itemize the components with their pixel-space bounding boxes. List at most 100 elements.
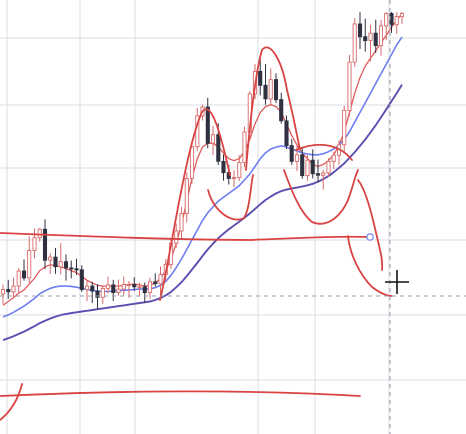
candle-body [79, 269, 84, 290]
candle-body [310, 159, 315, 175]
candle-body [142, 286, 147, 294]
candle-body [100, 287, 105, 298]
candle-body [373, 32, 378, 47]
candle [126, 281, 132, 298]
candle-body [179, 213, 184, 232]
drawing-annotations[interactable] [0, 46, 393, 421]
candle [105, 276, 111, 294]
candle [289, 138, 294, 165]
candle-body [378, 25, 384, 47]
candle-body [32, 237, 37, 251]
candle [69, 260, 74, 279]
candle-body [242, 131, 247, 163]
candle-body [84, 285, 90, 291]
candle-body [221, 160, 226, 174]
candle-body [399, 13, 405, 18]
candle [84, 281, 90, 302]
candle-body [315, 173, 321, 176]
left-trough-annotation [207, 174, 254, 221]
candle [394, 12, 399, 35]
candle-body [58, 261, 63, 268]
candle [237, 155, 242, 182]
candle [331, 151, 336, 170]
right-shoulder-annotation [295, 143, 353, 161]
candle [184, 172, 189, 223]
candle-body [16, 270, 21, 287]
candle-body [237, 162, 242, 179]
candle [357, 12, 363, 50]
candle [11, 277, 16, 297]
candle [42, 219, 48, 270]
candle [16, 267, 21, 293]
candle [384, 12, 389, 41]
candle [347, 54, 352, 117]
candle [147, 277, 153, 299]
candle [53, 247, 58, 274]
candle-body [11, 285, 16, 293]
candle-body [284, 120, 289, 147]
candle-body [216, 134, 221, 162]
candle [231, 170, 237, 188]
candle [48, 253, 53, 275]
candle [363, 18, 368, 52]
candle-body [268, 79, 273, 100]
candle [174, 223, 179, 248]
candle [378, 20, 384, 56]
candle-body [6, 289, 11, 293]
projection-annotation [347, 235, 393, 297]
candle-body [331, 154, 336, 162]
candle [27, 236, 32, 284]
candle [100, 285, 105, 305]
candle [0, 284, 6, 304]
candle [210, 125, 216, 156]
candle [205, 97, 210, 149]
candle-body [116, 288, 121, 294]
candle [352, 18, 357, 67]
candle-body [90, 285, 95, 292]
candle-body [27, 250, 32, 279]
candle [284, 115, 289, 150]
candle-body [137, 286, 142, 289]
candle-body [126, 284, 132, 286]
candle-body [158, 274, 163, 285]
right-trough-annotation [283, 169, 359, 225]
candle [74, 258, 79, 275]
candle-body [258, 70, 263, 86]
candle [153, 273, 158, 287]
candle-body [289, 145, 294, 162]
lower-curve-annotation [0, 383, 23, 421]
moving-average-fast [2, 13, 403, 306]
candle-body [263, 84, 268, 100]
candle [132, 277, 137, 292]
candle-body [153, 281, 158, 285]
candle-body [132, 284, 137, 288]
candle-body [0, 289, 6, 295]
candle [326, 158, 331, 177]
head-annotation [245, 46, 301, 171]
candle-body [384, 13, 389, 27]
candle-body [357, 23, 363, 38]
candle-body [300, 154, 305, 177]
candle [300, 147, 305, 179]
candle-body [111, 284, 116, 294]
candle [189, 142, 195, 184]
candle-body [147, 281, 153, 294]
lower-line-annotation [0, 390, 361, 397]
candle-body [342, 109, 347, 146]
candle [310, 149, 315, 179]
breakdown-annotation [357, 179, 384, 271]
candle-body [321, 172, 326, 176]
candle-body [74, 268, 79, 271]
candle-body [273, 79, 279, 101]
candle [121, 276, 126, 296]
candle-body [105, 284, 111, 289]
candle [21, 259, 27, 281]
candle-body [63, 261, 69, 269]
candle [79, 265, 84, 292]
candle [315, 159, 321, 183]
candle [111, 279, 116, 302]
